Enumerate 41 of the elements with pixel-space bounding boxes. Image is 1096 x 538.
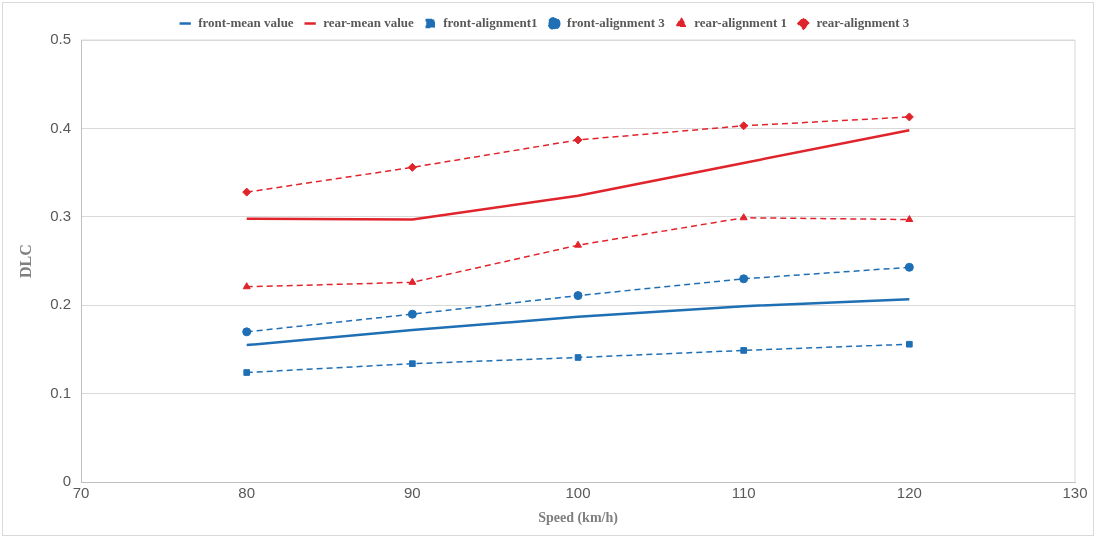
point	[409, 360, 416, 368]
point	[739, 121, 749, 131]
legend-label: rear-mean value	[323, 14, 414, 30]
legend-label: front-mean value	[198, 14, 294, 30]
x-tick-label: 70	[72, 484, 90, 502]
point	[904, 112, 914, 122]
legend-label: rear-alignment 1	[694, 14, 788, 30]
y-tick-label: 0.3	[50, 207, 72, 225]
point	[407, 162, 417, 172]
point	[739, 274, 749, 284]
x-tick-label: 90	[404, 484, 421, 502]
point	[574, 240, 582, 248]
y-axis-title: DLC	[16, 244, 34, 278]
point	[407, 309, 417, 319]
x-axis-title: Speed (km/h)	[538, 510, 619, 527]
x-tick-label: 130	[1062, 484, 1088, 502]
point	[573, 135, 583, 145]
point	[242, 282, 251, 290]
point	[905, 215, 914, 223]
x-tick-label: 110	[731, 484, 756, 502]
point	[242, 327, 252, 337]
point	[573, 291, 583, 301]
legend-label: rear-alignment 3	[816, 14, 910, 30]
point	[242, 187, 252, 197]
point	[243, 369, 251, 376]
point	[739, 213, 748, 221]
y-tick-label: 0.5	[50, 30, 72, 48]
x-tick-label: 80	[238, 484, 256, 502]
y-tick-label: 0.4	[50, 118, 72, 136]
legend-label: front-alignment1	[443, 14, 538, 30]
x-tick-label: 120	[896, 484, 922, 502]
point	[904, 262, 914, 272]
point	[408, 277, 417, 285]
y-tick-label: 0.1	[50, 383, 72, 401]
y-tick-label: 0	[62, 472, 72, 490]
point	[740, 347, 748, 354]
x-tick-label: 100	[565, 484, 591, 502]
point	[574, 354, 582, 361]
legend-label: front-alignment 3	[567, 14, 666, 30]
point	[906, 340, 913, 348]
y-tick-label: 0.2	[50, 295, 72, 313]
